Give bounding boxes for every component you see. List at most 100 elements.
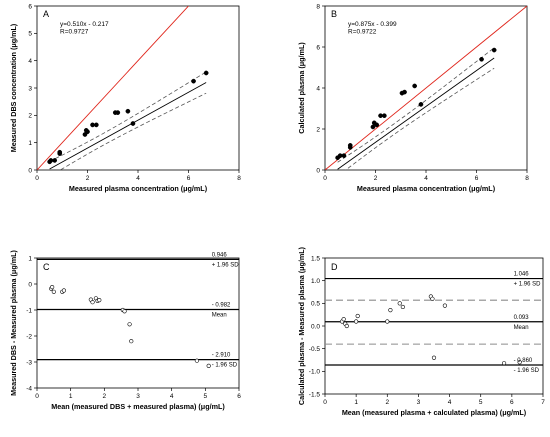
panel-d-ytick-label: 0.0 bbox=[311, 323, 320, 330]
panel-c-data-point bbox=[51, 289, 56, 294]
panel-a-ytick-label: 6 bbox=[28, 3, 32, 10]
panel-d-data-point bbox=[400, 304, 405, 310]
panel-c-data-point bbox=[50, 285, 55, 290]
panel-c-xtick-label: 0 bbox=[35, 393, 39, 400]
panel-d-letter: D bbox=[331, 262, 338, 272]
panel-b-upper-band bbox=[337, 47, 495, 163]
panel-b-data-point bbox=[370, 124, 376, 130]
panel-d-data-point bbox=[385, 319, 390, 324]
panel-b-regression-line bbox=[337, 57, 495, 170]
panel-b-ytick-label: 0 bbox=[316, 167, 320, 174]
panel-b-xtick-label: 6 bbox=[475, 175, 479, 182]
panel-a-ytick-label: 2 bbox=[28, 113, 32, 120]
panel-c-data-point bbox=[194, 358, 200, 363]
panel-d-xlabel: Mean (measured plasma + calculated plasm… bbox=[342, 408, 527, 417]
panel-c-data-point bbox=[90, 300, 95, 305]
panel-a-data-point bbox=[191, 78, 196, 84]
panel-d-data-point bbox=[341, 317, 346, 322]
panel-d-ytick-label: -0.5 bbox=[309, 346, 321, 353]
panel-c-xtick-label: 4 bbox=[170, 393, 174, 400]
panel-d-data-point bbox=[430, 296, 435, 301]
panel-d-data-point bbox=[344, 323, 349, 329]
panel-a-xtick-label: 6 bbox=[187, 175, 191, 182]
panel-c-xtick-label: 5 bbox=[204, 393, 208, 400]
panel-b-xtick-label: 4 bbox=[424, 175, 428, 182]
panel-d-ytick-label: 0.5 bbox=[311, 301, 320, 308]
panel-c-data-point bbox=[61, 288, 67, 293]
panel-a-letter: A bbox=[43, 9, 49, 19]
panel-d-ytick-label: -1.0 bbox=[309, 369, 321, 376]
panel-d-data-point bbox=[355, 313, 360, 319]
panel-d-xtick-label: 1 bbox=[354, 399, 358, 406]
panel-d-data-point bbox=[397, 301, 402, 306]
panel-d-reference-label: + 1.96 SD bbox=[514, 282, 542, 288]
panel-b-xlabel: Measured plasma concentration (μg/mL) bbox=[357, 184, 496, 193]
panel-c-ytick-label: -2 bbox=[26, 333, 32, 340]
panel-a-ytick-label: 1 bbox=[28, 140, 32, 147]
panel-c-xtick-label: 3 bbox=[136, 393, 140, 400]
panel-b-data-point bbox=[412, 83, 417, 89]
panel-c-xtick-label: 6 bbox=[237, 393, 241, 400]
panel-a-data-point bbox=[85, 129, 90, 135]
panel-a-ytick-label: 0 bbox=[28, 167, 32, 174]
panel-d-xtick-label: 0 bbox=[323, 399, 327, 406]
panel-a-xtick-label: 4 bbox=[136, 175, 140, 182]
panel-c-ytick-label: 1 bbox=[28, 255, 32, 262]
panel-c-data-point bbox=[127, 322, 132, 327]
panel-c-ytick-label: -1 bbox=[26, 307, 32, 314]
panel-c-data-point bbox=[206, 363, 211, 369]
panel-d-data-point bbox=[501, 361, 507, 366]
panel-c-reference-label: - 1.96 SD bbox=[212, 363, 238, 369]
panel-c-reference-value: - 2.910 bbox=[212, 353, 231, 359]
panel-d-data-point bbox=[517, 360, 522, 365]
panel-b-identity-line bbox=[325, 6, 527, 170]
panel-d-ylabel: Calculated plasma - Measured plasma (μg/… bbox=[297, 246, 306, 405]
panel-a-data-point bbox=[93, 122, 99, 128]
panel-a-plot-area bbox=[37, 6, 209, 170]
panel-a-upper-band bbox=[49, 71, 207, 162]
panel-c-ylabel: Measured DBS - Measured plasma (μg/mL) bbox=[9, 250, 18, 396]
panel-b-ytick-label: 2 bbox=[316, 126, 320, 133]
panel-d-plot-area bbox=[325, 277, 543, 366]
panel-a-data-point bbox=[52, 158, 58, 163]
panel-c-frame bbox=[36, 257, 240, 389]
panel-c-reference-value: - 0.982 bbox=[212, 303, 231, 309]
panel-c-xtick-label: 2 bbox=[103, 393, 107, 400]
panel-a-ytick-label: 4 bbox=[28, 58, 32, 65]
panel-b-data-point bbox=[418, 102, 424, 107]
panel-a-data-point bbox=[115, 110, 121, 115]
panel-d-ytick-label: -1.5 bbox=[309, 391, 321, 398]
panel-b-xtick-label: 0 bbox=[323, 175, 327, 182]
panel-d-data-point bbox=[354, 319, 359, 324]
panel-c-ytick-label: -3 bbox=[26, 359, 32, 366]
panel-b-lower-band bbox=[345, 67, 495, 170]
panel-a-annotation: R=0.9727 bbox=[60, 29, 89, 36]
panel-c-ytick-label: 0 bbox=[28, 281, 32, 288]
panel-b-ytick-label: 6 bbox=[316, 44, 320, 51]
panel-d-reference-value: 0.093 bbox=[514, 315, 530, 321]
panel-d-xtick-label: 7 bbox=[541, 399, 545, 406]
panel-a-annotation: y=0.510x - 0.217 bbox=[60, 21, 109, 28]
panel-b-plot-area bbox=[325, 6, 527, 170]
panel-a-xlabel: Measured plasma concentration (μg/mL) bbox=[69, 184, 208, 193]
panel-c-reference-value: 0.946 bbox=[212, 252, 228, 258]
panel-d-reference-value: - 0.860 bbox=[514, 358, 533, 364]
panel-b-ytick-label: 4 bbox=[316, 85, 320, 92]
panel-a-xtick-label: 0 bbox=[35, 175, 39, 182]
panel-d-ytick-label: 1.0 bbox=[311, 278, 320, 285]
panel-b-data-point bbox=[402, 89, 407, 95]
panel-b-data-point bbox=[491, 47, 497, 53]
panel-b-data-point bbox=[381, 113, 387, 119]
panel-d-xtick-label: 4 bbox=[448, 399, 452, 406]
panel-c-xlabel: Mean (measured DBS + measured plasma) (μ… bbox=[51, 402, 225, 411]
panel-a-regression-line bbox=[49, 82, 207, 170]
panel-d-data-point bbox=[442, 303, 448, 308]
panel-d-reference-value: 1.046 bbox=[514, 272, 530, 278]
panel-c-data-point bbox=[122, 309, 127, 314]
panel-d-ytick-label: 1.5 bbox=[311, 255, 320, 262]
panel-c-reference-label: + 1.96 SD bbox=[212, 262, 240, 268]
panel-a-data-point bbox=[125, 108, 131, 114]
panel-d-reference-label: Mean bbox=[514, 325, 529, 331]
panel-c-letter: C bbox=[43, 262, 50, 272]
panel-b-data-point bbox=[347, 143, 353, 148]
